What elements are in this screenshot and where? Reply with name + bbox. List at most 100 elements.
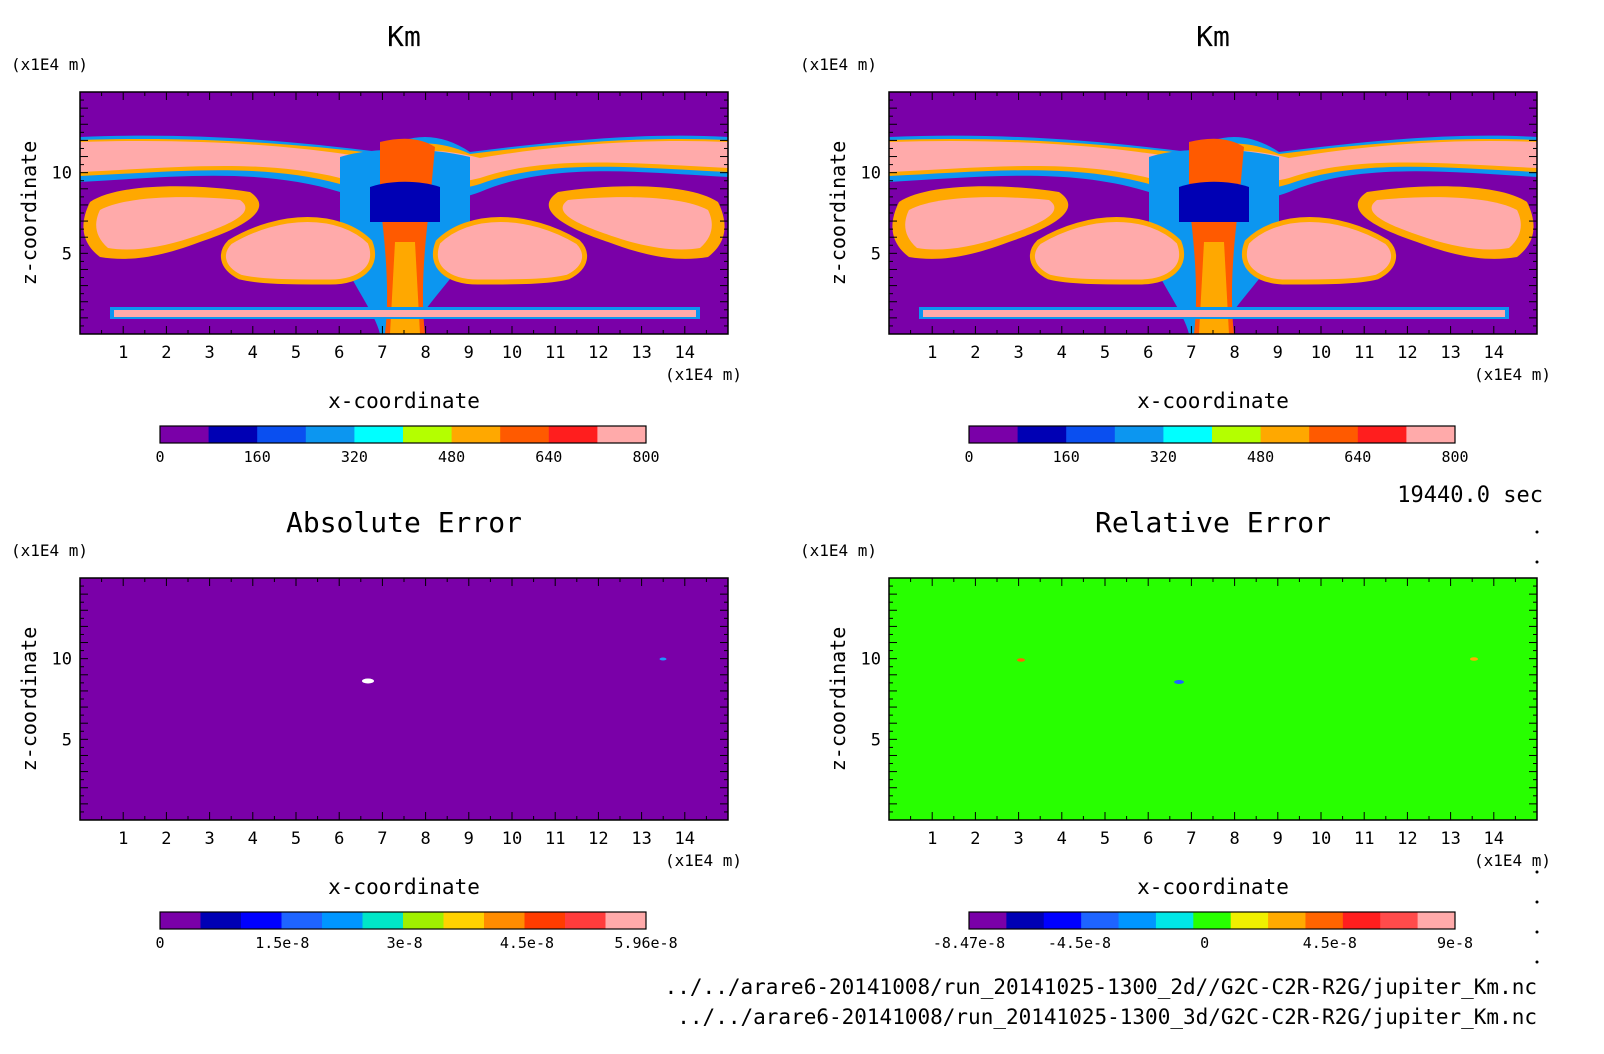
x-ticks: 1 2 3 4 5 6 7 8 9 10 11 12 13 14 [910,92,1516,363]
x-tick-label: 9 [1273,343,1283,363]
panel-title: Absolute Error [286,506,522,539]
x-tick-label: 7 [1186,343,1196,363]
y-ticks: 5 10 [861,99,1537,327]
dot [1535,870,1539,874]
contour-field [889,135,1537,334]
x-tick-label: 2 [970,343,980,363]
x-tick-label: 11 [545,829,565,849]
colorbar-segment [1163,426,1213,443]
x-tick-label: 13 [1440,829,1460,849]
colorbar-segment [1268,912,1306,929]
colorbar-tick-label: 480 [438,448,465,466]
x-tick-label: 4 [1057,829,1067,849]
plot-area [889,92,1537,334]
colorbar-frame [159,425,647,444]
x-tick-label: 2 [970,829,980,849]
error-spot-blue [1174,680,1184,684]
y-axis-label: z-coordinate [826,627,850,772]
contour-bottom-strip-pink [923,310,1505,317]
colorbar-tick-label: 4.5e-8 [1303,934,1357,952]
x-tick-label: 7 [377,829,387,849]
field-background [80,578,728,820]
colorbar-segment [1417,912,1456,929]
plot-area [80,92,728,334]
contour-field [80,135,728,334]
contour-central-blue-core [1179,181,1249,222]
colorbar-segment [1006,912,1045,929]
contour-lower-arch-right [1241,217,1397,285]
x-ticks: 1 2 3 4 5 6 7 8 9 10 11 12 13 14 [101,92,707,363]
dot [1535,560,1539,564]
colorbar-segment [1081,912,1120,929]
colorbar-segment [597,426,647,443]
colorbar-tick-label: 160 [1053,448,1080,466]
x-tick-label: 6 [334,829,344,849]
colorbar-frame [968,911,1456,930]
panel-title: Km [387,20,421,53]
colorbar-segment [1309,426,1359,443]
colorbar-segment [1043,912,1082,929]
contour-lower-arch-right [432,217,588,285]
x-tick-label: 7 [377,343,387,363]
colorbar-tick-label: 320 [1150,448,1177,466]
colorbar-segment [403,912,444,929]
colorbar-tick-label: 0 [155,934,164,952]
colorbar-tick-label: 3e-8 [387,934,423,952]
colorbar-segment [1118,912,1157,929]
panel-relative-error: Relative Error (x1E4 m) 1 2 3 4 5 6 7 8 9 10 11 12 1… [800,506,1551,952]
contour-bottom-strip-pink [114,310,696,317]
x-tick-label: 10 [502,343,522,363]
colorbar-segment [1230,912,1269,929]
x-axis-label: x-coordinate [328,875,480,899]
contour-right-lobe-pink [1371,197,1521,250]
y-axis-label: z-coordinate [17,627,41,772]
colorbar-tick-label: 9e-8 [1437,934,1473,952]
x-tick-label: 11 [545,343,565,363]
colorbar-segment [257,426,307,443]
y-axis-label: z-coordinate [17,141,41,286]
dot [1535,930,1539,934]
x-tick-label: 4 [248,829,258,849]
colorbar-segment [1380,912,1419,929]
x-tick-label: 3 [1013,829,1023,849]
colorbar-segment [362,912,404,929]
x-tick-label: 4 [248,343,258,363]
colorbar-segment [1114,426,1164,443]
colorbar-segment [403,426,453,443]
contour-central-plume-core [1199,242,1229,334]
colorbar-segment [1305,912,1344,929]
edge-dots [1535,530,1539,964]
colorbar-segment [548,426,598,443]
file-path-3d: ../../arare6-20141008/run_20141025-1300_… [677,1005,1537,1029]
contour-lower-arch-left [220,217,376,285]
x-tick-label: 9 [1273,829,1283,849]
file-path-2d: ../../arare6-20141008/run_20141025-1300_… [665,975,1537,999]
panel-title: Km [1196,20,1230,53]
colorbar-tick-label: 5.96e-8 [614,934,677,952]
x-tick-label: 11 [1354,829,1374,849]
y-unit-label: (x1E4 m) [11,55,88,74]
contour-right-lobe-pink [562,197,712,250]
dot [1535,900,1539,904]
x-unit-label: (x1E4 m) [665,851,742,870]
colorbar-segment [443,912,485,929]
colorbar-segment [969,912,1007,929]
colorbar-segment [1066,426,1116,443]
colorbar-segment [200,912,242,929]
field-background [889,578,1537,820]
error-spot-blue [659,657,667,661]
x-axis-label: x-coordinate [328,389,480,413]
colorbar-tick-label: 480 [1247,448,1274,466]
y-unit-label: (x1E4 m) [800,55,877,74]
x-tick-label: 12 [588,829,608,849]
colorbar-segment [1017,426,1067,443]
x-tick-label: 4 [1057,343,1067,363]
colorbar-segment [305,426,355,443]
y-tick-label: 5 [871,244,881,264]
x-tick-label: 1 [927,343,937,363]
colorbar-segment [241,912,282,929]
y-ticks: 5 10 [861,585,1537,813]
colorbar-tick-label: 320 [341,448,368,466]
y-tick-label: 10 [861,164,881,184]
